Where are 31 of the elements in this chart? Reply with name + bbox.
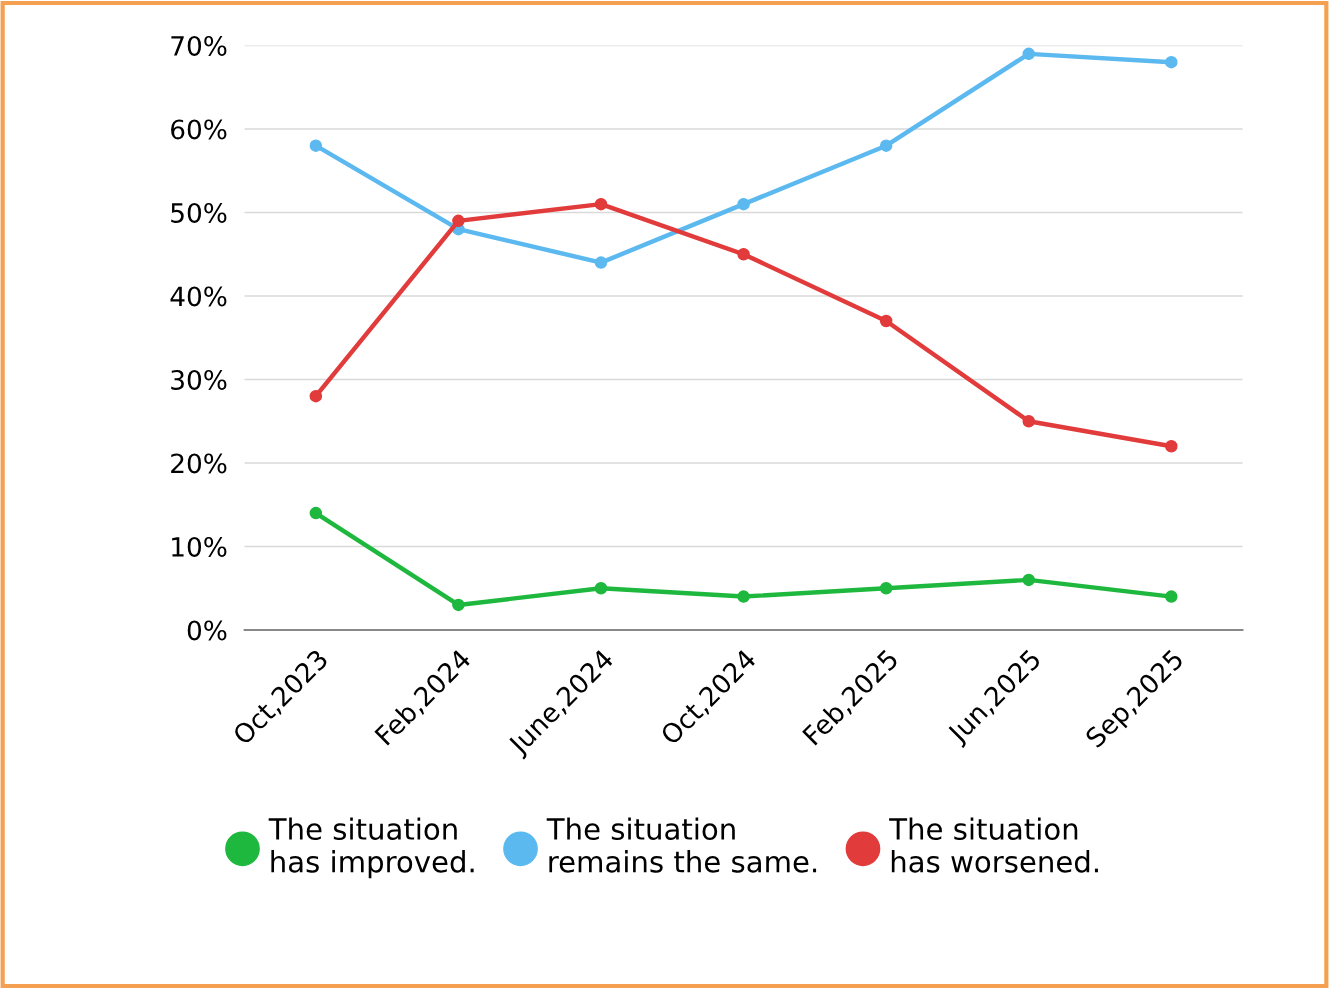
point — [1022, 573, 1035, 587]
point — [594, 256, 608, 269]
legend-label: The situation has improved. — [268, 817, 474, 879]
y-tick-label: 60% — [171, 119, 227, 140]
legend-label: The situation has worsened. — [889, 817, 1098, 873]
y-tick-label: 0% — [187, 620, 227, 641]
point — [309, 506, 323, 520]
point — [452, 214, 465, 228]
point — [737, 247, 750, 261]
point — [452, 598, 465, 612]
point — [1165, 55, 1178, 69]
point — [594, 197, 608, 211]
point — [1165, 440, 1178, 453]
point — [737, 197, 750, 211]
y-tick-label: 50% — [171, 202, 227, 223]
point — [879, 581, 893, 595]
y-tick-label: 20% — [171, 453, 227, 474]
point — [1022, 414, 1035, 428]
point — [309, 139, 323, 152]
point — [594, 581, 608, 595]
point — [309, 389, 323, 403]
point — [737, 590, 750, 603]
point — [879, 314, 893, 328]
y-tick-label: 40% — [170, 286, 227, 307]
point — [1165, 590, 1178, 603]
y-tick-label: 30% — [171, 369, 227, 390]
legend-label: The situation remains the same. — [546, 817, 817, 873]
y-tick-label: 70% — [171, 35, 227, 56]
point — [1022, 47, 1035, 61]
y-tick-label: 10% — [172, 536, 227, 557]
point — [879, 139, 893, 152]
